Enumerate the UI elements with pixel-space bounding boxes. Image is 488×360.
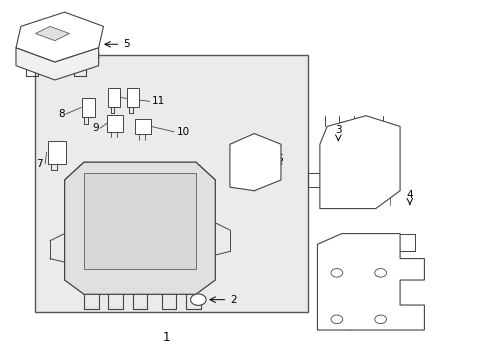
Circle shape <box>330 269 342 277</box>
Text: 6: 6 <box>276 154 282 163</box>
Polygon shape <box>16 48 99 80</box>
Polygon shape <box>35 26 69 41</box>
Text: 1: 1 <box>163 331 170 344</box>
Bar <box>135 118 150 134</box>
Polygon shape <box>229 134 281 191</box>
Circle shape <box>374 315 386 324</box>
Text: 8: 8 <box>58 109 64 119</box>
Bar <box>47 141 66 164</box>
Polygon shape <box>319 116 399 208</box>
Text: 11: 11 <box>152 96 165 107</box>
Text: 7: 7 <box>36 159 42 169</box>
Bar <box>107 114 122 132</box>
Polygon shape <box>16 12 103 62</box>
Circle shape <box>330 315 342 324</box>
Bar <box>35 55 307 312</box>
Polygon shape <box>317 234 424 330</box>
Text: 5: 5 <box>122 39 129 49</box>
Circle shape <box>190 294 205 305</box>
Text: 3: 3 <box>334 125 341 135</box>
Polygon shape <box>84 173 196 269</box>
Bar <box>108 88 120 107</box>
Text: 2: 2 <box>229 295 236 305</box>
Text: 10: 10 <box>176 127 189 137</box>
Circle shape <box>374 269 386 277</box>
Bar <box>126 88 138 107</box>
Bar <box>81 98 95 117</box>
Text: 4: 4 <box>406 190 412 200</box>
Text: 9: 9 <box>92 123 99 133</box>
Polygon shape <box>64 162 215 294</box>
